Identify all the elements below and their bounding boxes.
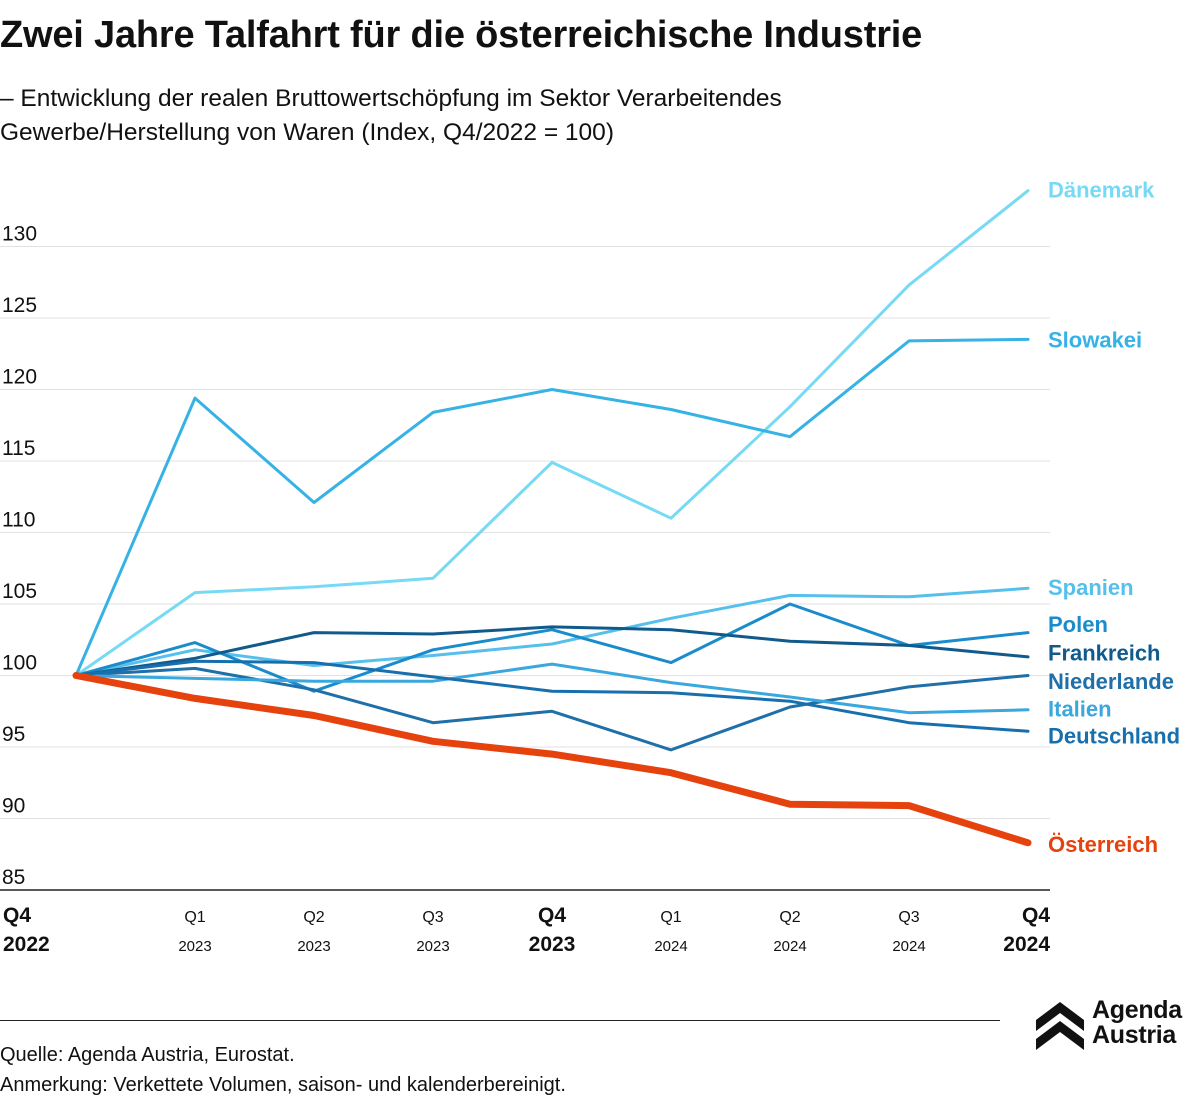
chart-title: Zwei Jahre Talfahrt für die österreichis… <box>0 14 923 56</box>
x-tick-quarter: Q2 <box>779 909 800 926</box>
chart-subtitle: – Entwicklung der realen Bruttowertschöp… <box>0 82 1000 150</box>
series-line-3 <box>74 602 1030 693</box>
series-line-1 <box>74 337 1030 677</box>
series-label-6: Italien <box>1048 696 1112 721</box>
series-line-5 <box>74 666 1030 752</box>
x-tick-year: 2023 <box>529 933 576 956</box>
footer-divider <box>0 1020 1000 1021</box>
x-tick-year: 2023 <box>416 938 449 955</box>
x-tick-year: 2024 <box>654 938 687 955</box>
y-tick-label: 120 <box>2 366 37 389</box>
agenda-austria-logo: Agenda Austria <box>1036 998 1200 1054</box>
logo-text: Agenda Austria <box>1092 998 1182 1048</box>
series-lines <box>72 189 1032 847</box>
x-tick-quarter: Q4 <box>538 904 566 927</box>
y-tick-label: 115 <box>2 437 35 460</box>
series-label-0: Dänemark <box>1048 177 1155 202</box>
x-tick-year: 2024 <box>892 938 925 955</box>
footer: Quelle: Agenda Austria, Eurostat. Anmerk… <box>0 1040 566 1100</box>
method-note: Anmerkung: Verkettete Volumen, saison- u… <box>0 1074 566 1096</box>
y-tick-label: 125 <box>2 294 37 317</box>
x-tick-quarter: Q2 <box>303 909 324 926</box>
series-line-2 <box>74 586 1030 677</box>
series-line-6 <box>74 662 1030 715</box>
x-tick-year: 2022 <box>3 933 50 956</box>
series-line-7 <box>74 659 1030 733</box>
series-label-7: Deutschland <box>1048 724 1180 749</box>
subtitle-line-1: – Entwicklung der realen Bruttowertschöp… <box>0 85 782 112</box>
gridlines <box>0 246 1050 891</box>
x-tick-quarter: Q4 <box>1022 904 1050 927</box>
logo-line-2: Austria <box>1092 1021 1177 1049</box>
x-tick-year: 2024 <box>1003 933 1050 956</box>
series-label-3: Polen <box>1048 612 1108 637</box>
y-tick-label: 105 <box>2 580 37 603</box>
double-chevron-up-icon <box>1036 1002 1084 1050</box>
x-tick-quarter: Q3 <box>422 909 443 926</box>
series-line-4 <box>74 625 1030 677</box>
series-label-1: Slowakei <box>1048 327 1142 352</box>
series-label-4: Frankreich <box>1048 641 1161 666</box>
y-tick-label: 110 <box>2 509 35 532</box>
logo-line-1: Agenda <box>1092 996 1182 1024</box>
x-tick-quarter: Q1 <box>184 909 205 926</box>
x-tick-quarter: Q4 <box>3 904 31 927</box>
line-chart: 85 90 95 100 105 110 115 120 125 130 Q4 2022 Q1 2023… <box>0 177 1180 956</box>
y-tick-label: 90 <box>2 795 25 818</box>
y-tick-label: 95 <box>2 723 25 746</box>
y-tick-label: 130 <box>2 223 37 246</box>
source-note: Quelle: Agenda Austria, Eurostat. <box>0 1044 295 1066</box>
series-line-0 <box>74 189 1030 677</box>
x-tick-year: 2024 <box>773 938 806 955</box>
y-tick-label: 85 <box>2 866 25 889</box>
y-axis-ticks: 85 90 95 100 105 110 115 120 125 130 <box>2 223 37 890</box>
x-tick-quarter: Q1 <box>660 909 681 926</box>
series-label-5: Niederlande <box>1048 669 1174 694</box>
y-tick-label: 100 <box>2 652 37 675</box>
x-tick-year: 2023 <box>297 938 330 955</box>
series-label-8: Österreich <box>1048 832 1158 857</box>
series-label-2: Spanien <box>1048 575 1134 600</box>
subtitle-line-2: Gewerbe/Herstellung von Waren (Index, Q4… <box>0 119 614 146</box>
series-labels: Dänemark Slowakei Spanien Polen Frankreich Ni… <box>1048 177 1180 857</box>
x-axis-ticks: Q4 2022 Q1 2023 Q2 2023 Q3 2023 Q4 2023 Q1 2024 Q2 20… <box>3 904 1050 956</box>
series-line-8 <box>72 672 1032 847</box>
x-tick-quarter: Q3 <box>898 909 919 926</box>
x-tick-year: 2023 <box>178 938 211 955</box>
